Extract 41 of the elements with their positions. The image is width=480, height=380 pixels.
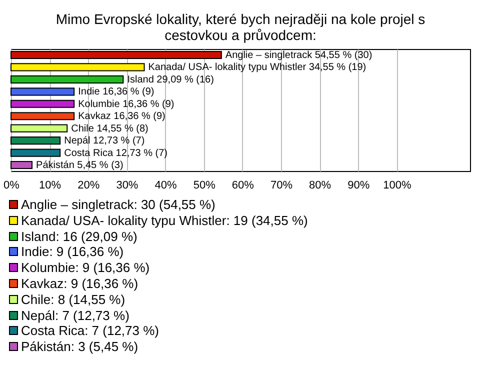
bar: [10, 160, 33, 170]
category-label: Costa Rica 12,73 % (7): [64, 148, 168, 159]
bar: [10, 112, 75, 120]
x-tick-label: 100%: [383, 180, 412, 192]
category-label: Chile 14,55 % (8): [71, 123, 148, 134]
category-label: Island 29,09 % (16): [127, 74, 214, 86]
bar: [10, 100, 75, 108]
bar: [10, 148, 61, 157]
bar: [10, 75, 124, 84]
x-tick-label: 60%: [232, 180, 254, 192]
category-label: Indie 16,36 % (9): [78, 86, 154, 98]
x-tick-label: 20%: [78, 180, 100, 192]
text: Island: 16 (29,09 %): [20, 228, 138, 244]
text: Costa Rica: 7 (12,73 %): [20, 323, 160, 340]
text: Nepál: 7 (12,73 %): [20, 308, 130, 324]
x-tick-label: 80%: [309, 180, 332, 192]
text: Anglie – singletrack: 30 (54,55 %): [20, 197, 216, 213]
bar: [10, 88, 75, 96]
x-tick-label: 30%: [116, 180, 138, 192]
text: Pákistán: 3 (5,45 %): [20, 339, 140, 355]
text: Kavkaz: 9 (16,36 %): [20, 276, 140, 292]
text: Indie: 9 (16,36 %): [20, 244, 125, 260]
category-label: Kanada/ USA- lokality typu Whistler 34,55 % (19): [148, 62, 366, 74]
category-label: Kolumbie 16,36 % (9): [78, 98, 174, 110]
category-label: Pákistán 5,45 % (3): [36, 160, 124, 172]
x-tick-label: 40%: [154, 180, 178, 192]
bar: [10, 63, 145, 72]
category-label: Nepál 12,73 % (7): [64, 136, 145, 147]
bar: [10, 136, 61, 145]
category-label: Kavkaz 16,36 % (9): [78, 111, 166, 122]
x-tick-label: 90%: [348, 180, 370, 192]
text: Kanada/ USA- lokality typu Whistler: 19 (34,55 %): [20, 212, 308, 229]
x-tick-label: 10%: [39, 180, 62, 192]
category-label: Anglie – singletrack 54,55 % (30): [225, 50, 372, 61]
chart-title: Mimo Evropské lokality, které bych nejraději na kole projel s cestovkou a průvodcem:: [56, 11, 426, 43]
x-tick-label: 50%: [193, 180, 216, 192]
x-tick-label: 0%: [4, 180, 20, 192]
text: Kolumbie: 9 (16,36 %): [20, 260, 151, 276]
x-tick-label: 70%: [270, 180, 293, 192]
text: Chile: 8 (14,55 %): [20, 292, 126, 308]
bar: [10, 124, 68, 132]
